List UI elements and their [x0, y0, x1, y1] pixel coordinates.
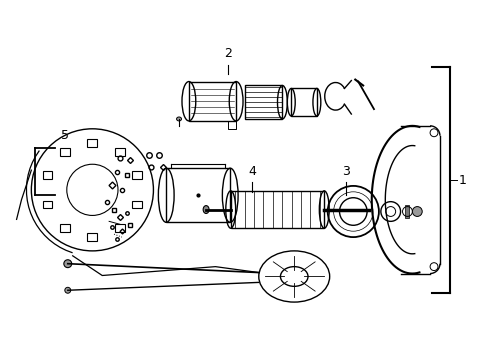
Bar: [189, 82, 236, 121]
Text: 1: 1: [459, 174, 466, 186]
Circle shape: [413, 207, 422, 216]
Text: 4: 4: [248, 165, 256, 178]
Bar: [405, 204, 410, 219]
Circle shape: [64, 260, 72, 267]
Bar: [166, 168, 230, 222]
Text: 3: 3: [343, 165, 350, 178]
Text: 5: 5: [61, 129, 69, 141]
Ellipse shape: [203, 206, 209, 213]
Bar: [245, 85, 282, 119]
Ellipse shape: [176, 117, 181, 121]
Bar: [291, 89, 317, 116]
Text: 2: 2: [224, 47, 232, 60]
Bar: [231, 191, 324, 228]
Circle shape: [65, 287, 71, 293]
